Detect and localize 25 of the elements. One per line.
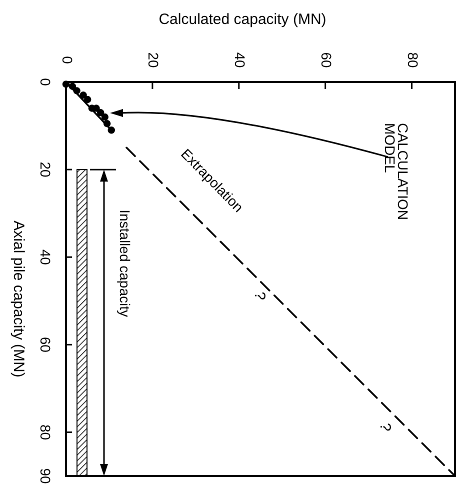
y-tick-label: 60 bbox=[37, 336, 54, 353]
annotation: ? bbox=[376, 422, 394, 432]
y-tick-label: 20 bbox=[37, 162, 54, 178]
point bbox=[103, 120, 111, 128]
annotation: ? bbox=[251, 292, 268, 300]
x-tick-label: 0 bbox=[59, 56, 76, 64]
y-axis-title: Axial pile capacity (MN) bbox=[10, 220, 28, 378]
x-axis-title: Calculated capacity (MN) bbox=[158, 11, 326, 28]
y-tick-label: 90 bbox=[37, 468, 54, 484]
x-tick-label: 80 bbox=[405, 52, 422, 68]
point bbox=[101, 113, 108, 121]
y-tick-label: 80 bbox=[37, 424, 54, 440]
x-tick-label: 40 bbox=[232, 52, 248, 68]
y-tick-label: 40 bbox=[37, 249, 54, 266]
annotation: CALCULATION MODEL bbox=[382, 123, 412, 220]
point bbox=[108, 126, 115, 134]
x-tick-label: 60 bbox=[318, 52, 335, 68]
x-tick-label: 20 bbox=[146, 52, 162, 68]
point bbox=[73, 87, 80, 94]
point bbox=[96, 109, 104, 116]
annotation: Installed capacity bbox=[117, 210, 133, 317]
point bbox=[80, 92, 87, 99]
point bbox=[84, 96, 92, 104]
y-tick-label: 0 bbox=[37, 78, 54, 86]
point bbox=[68, 82, 76, 90]
